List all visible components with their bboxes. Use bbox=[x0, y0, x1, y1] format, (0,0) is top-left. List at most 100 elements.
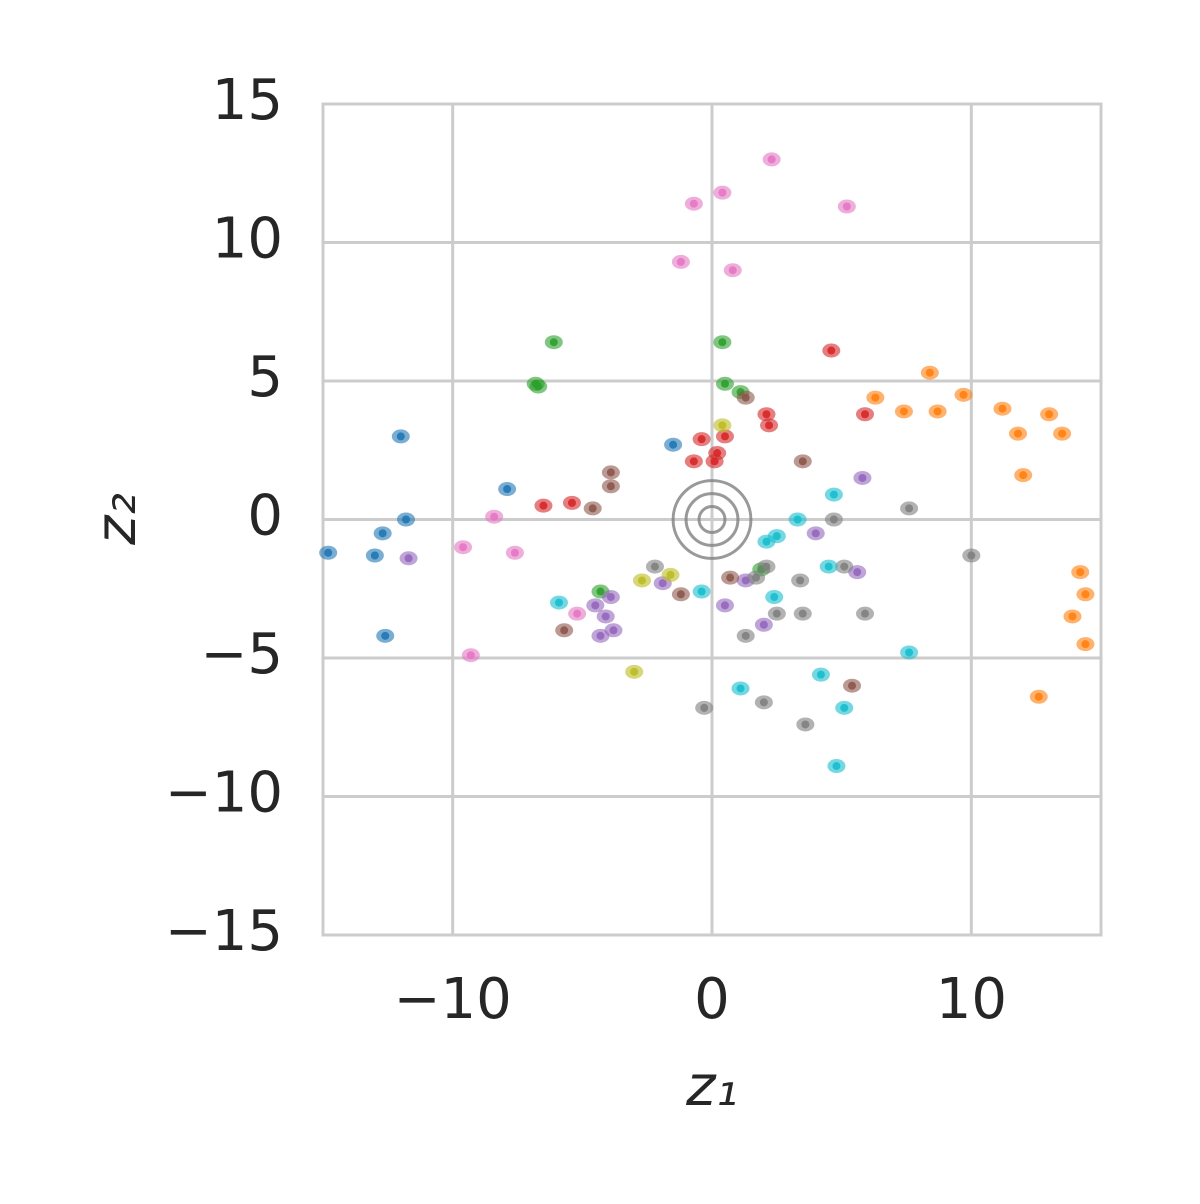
point bbox=[555, 623, 574, 638]
point-center bbox=[697, 435, 706, 444]
point bbox=[454, 540, 473, 555]
point bbox=[1076, 587, 1095, 602]
point-center bbox=[549, 338, 558, 347]
point bbox=[736, 390, 755, 405]
point-center bbox=[658, 579, 667, 588]
point bbox=[1053, 426, 1072, 441]
point bbox=[671, 587, 690, 602]
point-center bbox=[752, 573, 761, 582]
point-center bbox=[772, 609, 781, 618]
point bbox=[754, 695, 773, 710]
point bbox=[632, 573, 651, 588]
point bbox=[819, 559, 838, 574]
point-center bbox=[596, 631, 605, 640]
point bbox=[822, 343, 841, 358]
point bbox=[715, 429, 734, 444]
point bbox=[736, 628, 755, 643]
point-center bbox=[1058, 429, 1067, 438]
point-center bbox=[370, 551, 379, 560]
prior-contour bbox=[684, 492, 740, 547]
point-center bbox=[832, 762, 841, 771]
point bbox=[1029, 689, 1048, 704]
point-center bbox=[829, 490, 838, 499]
point bbox=[827, 759, 846, 774]
point-center bbox=[858, 473, 867, 482]
point bbox=[866, 390, 885, 405]
point-center bbox=[925, 368, 934, 377]
point bbox=[625, 664, 644, 679]
point-center bbox=[741, 393, 750, 402]
point-center bbox=[1068, 612, 1077, 621]
point bbox=[721, 570, 740, 585]
point-center bbox=[840, 703, 849, 712]
point bbox=[1071, 565, 1090, 580]
point bbox=[661, 567, 680, 582]
point bbox=[754, 617, 773, 632]
point-center bbox=[718, 421, 727, 430]
point-center bbox=[762, 562, 771, 571]
point bbox=[928, 404, 947, 419]
point bbox=[824, 487, 843, 502]
prior-contour bbox=[697, 505, 727, 534]
plot-frame bbox=[321, 102, 1103, 937]
point-center bbox=[1019, 471, 1028, 480]
point bbox=[684, 196, 703, 211]
point bbox=[760, 418, 779, 433]
point-center bbox=[759, 620, 768, 629]
point-center bbox=[689, 199, 698, 208]
point bbox=[692, 432, 711, 447]
point bbox=[713, 185, 732, 200]
point-center bbox=[842, 202, 851, 211]
point bbox=[954, 387, 973, 402]
point bbox=[596, 609, 615, 624]
point-center bbox=[736, 684, 745, 693]
x-tick-label: −10 bbox=[394, 967, 512, 1032]
point-center bbox=[848, 681, 857, 690]
point bbox=[601, 479, 620, 494]
point bbox=[757, 559, 776, 574]
point-center bbox=[772, 532, 781, 541]
point bbox=[671, 254, 690, 269]
point bbox=[601, 465, 620, 480]
point bbox=[498, 482, 517, 497]
point bbox=[544, 335, 563, 350]
point bbox=[1009, 426, 1028, 441]
point bbox=[692, 584, 711, 599]
point-center bbox=[720, 432, 729, 441]
point-center bbox=[588, 504, 597, 513]
point bbox=[920, 365, 939, 380]
point-center bbox=[861, 609, 870, 618]
point bbox=[731, 681, 750, 696]
point-center bbox=[401, 515, 410, 524]
point bbox=[765, 590, 784, 605]
point bbox=[762, 152, 781, 167]
point-center bbox=[1034, 692, 1043, 701]
point bbox=[856, 407, 875, 422]
point-center bbox=[689, 457, 698, 466]
point bbox=[723, 263, 742, 278]
point bbox=[715, 376, 734, 391]
point-center bbox=[905, 504, 914, 513]
point-center bbox=[637, 576, 646, 585]
point-center bbox=[510, 548, 519, 557]
point-center bbox=[793, 515, 802, 524]
point bbox=[1014, 468, 1033, 483]
point-center bbox=[1045, 410, 1054, 419]
point-center bbox=[726, 573, 735, 582]
point-center bbox=[378, 529, 387, 538]
point-center bbox=[762, 410, 771, 419]
point-center bbox=[801, 720, 810, 729]
point-center bbox=[1014, 429, 1023, 438]
y-tick-label: −5 bbox=[200, 622, 283, 687]
point bbox=[601, 590, 620, 605]
x-tick-label: 0 bbox=[694, 967, 730, 1032]
point-center bbox=[606, 593, 615, 602]
point bbox=[715, 598, 734, 613]
point bbox=[747, 570, 766, 585]
point-center bbox=[700, 703, 709, 712]
point bbox=[645, 559, 664, 574]
point bbox=[713, 335, 732, 350]
point bbox=[900, 645, 919, 660]
point-center bbox=[676, 257, 685, 266]
point bbox=[837, 199, 856, 214]
